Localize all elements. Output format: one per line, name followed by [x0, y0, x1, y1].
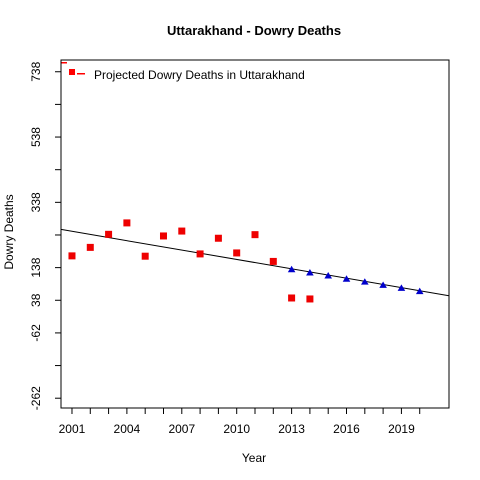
x-tick-label: 2001: [59, 422, 86, 436]
observed-point: [105, 230, 113, 238]
y-tick-label: 138: [29, 257, 43, 277]
legend-label: Projected Dowry Deaths in Uttarakhand: [94, 68, 305, 82]
observed-point: [306, 295, 314, 303]
x-tick-label: 2004: [114, 422, 141, 436]
x-axis-label: Year: [242, 451, 266, 465]
observed-point: [141, 252, 149, 260]
projected-point: [324, 271, 333, 279]
projected-point: [415, 287, 424, 295]
projected-point: [361, 278, 369, 285]
y-tick-label: -262: [29, 386, 43, 410]
observed-point: [196, 250, 204, 258]
y-tick-label: 38: [29, 293, 43, 307]
x-tick-label: 2019: [388, 422, 415, 436]
observed-point: [214, 234, 222, 242]
observed-point: [178, 227, 186, 235]
legend: Projected Dowry Deaths in Uttarakhand: [61, 62, 305, 82]
data-points: [68, 219, 424, 303]
chart-title: Uttarakhand - Dowry Deaths: [167, 23, 341, 38]
x-tick-label: 2010: [223, 422, 250, 436]
y-tick-label: 338: [29, 192, 43, 212]
y-axis-label: Dowry Deaths: [2, 194, 16, 269]
x-tick-label: 2013: [278, 422, 305, 436]
observed-point: [86, 243, 94, 251]
plot-frame: [60, 59, 450, 409]
observed-point: [233, 249, 241, 257]
observed-point: [251, 231, 259, 239]
observed-point: [123, 219, 131, 227]
legend-dash-right: [77, 73, 85, 75]
projected-point: [287, 265, 296, 273]
projected-point: [379, 281, 387, 288]
projected-point: [306, 269, 314, 276]
observed-point: [68, 252, 76, 260]
projected-point: [342, 275, 351, 282]
observed-point: [269, 257, 277, 265]
y-tick-label: 538: [29, 127, 43, 147]
projected-point: [397, 284, 406, 291]
x-tick-label: 2016: [333, 422, 360, 436]
observed-point: [288, 294, 296, 302]
x-tick-label: 2007: [168, 422, 195, 436]
y-tick-label: 738: [29, 61, 43, 81]
observed-point: [159, 232, 167, 240]
legend-square-marker: [69, 69, 75, 75]
axes: 2001 2004 2007 2010 2013 2016 2019 -262 -62 38 138…: [29, 61, 421, 436]
legend-dash-left: [61, 62, 67, 64]
y-tick-label: -62: [29, 324, 43, 342]
